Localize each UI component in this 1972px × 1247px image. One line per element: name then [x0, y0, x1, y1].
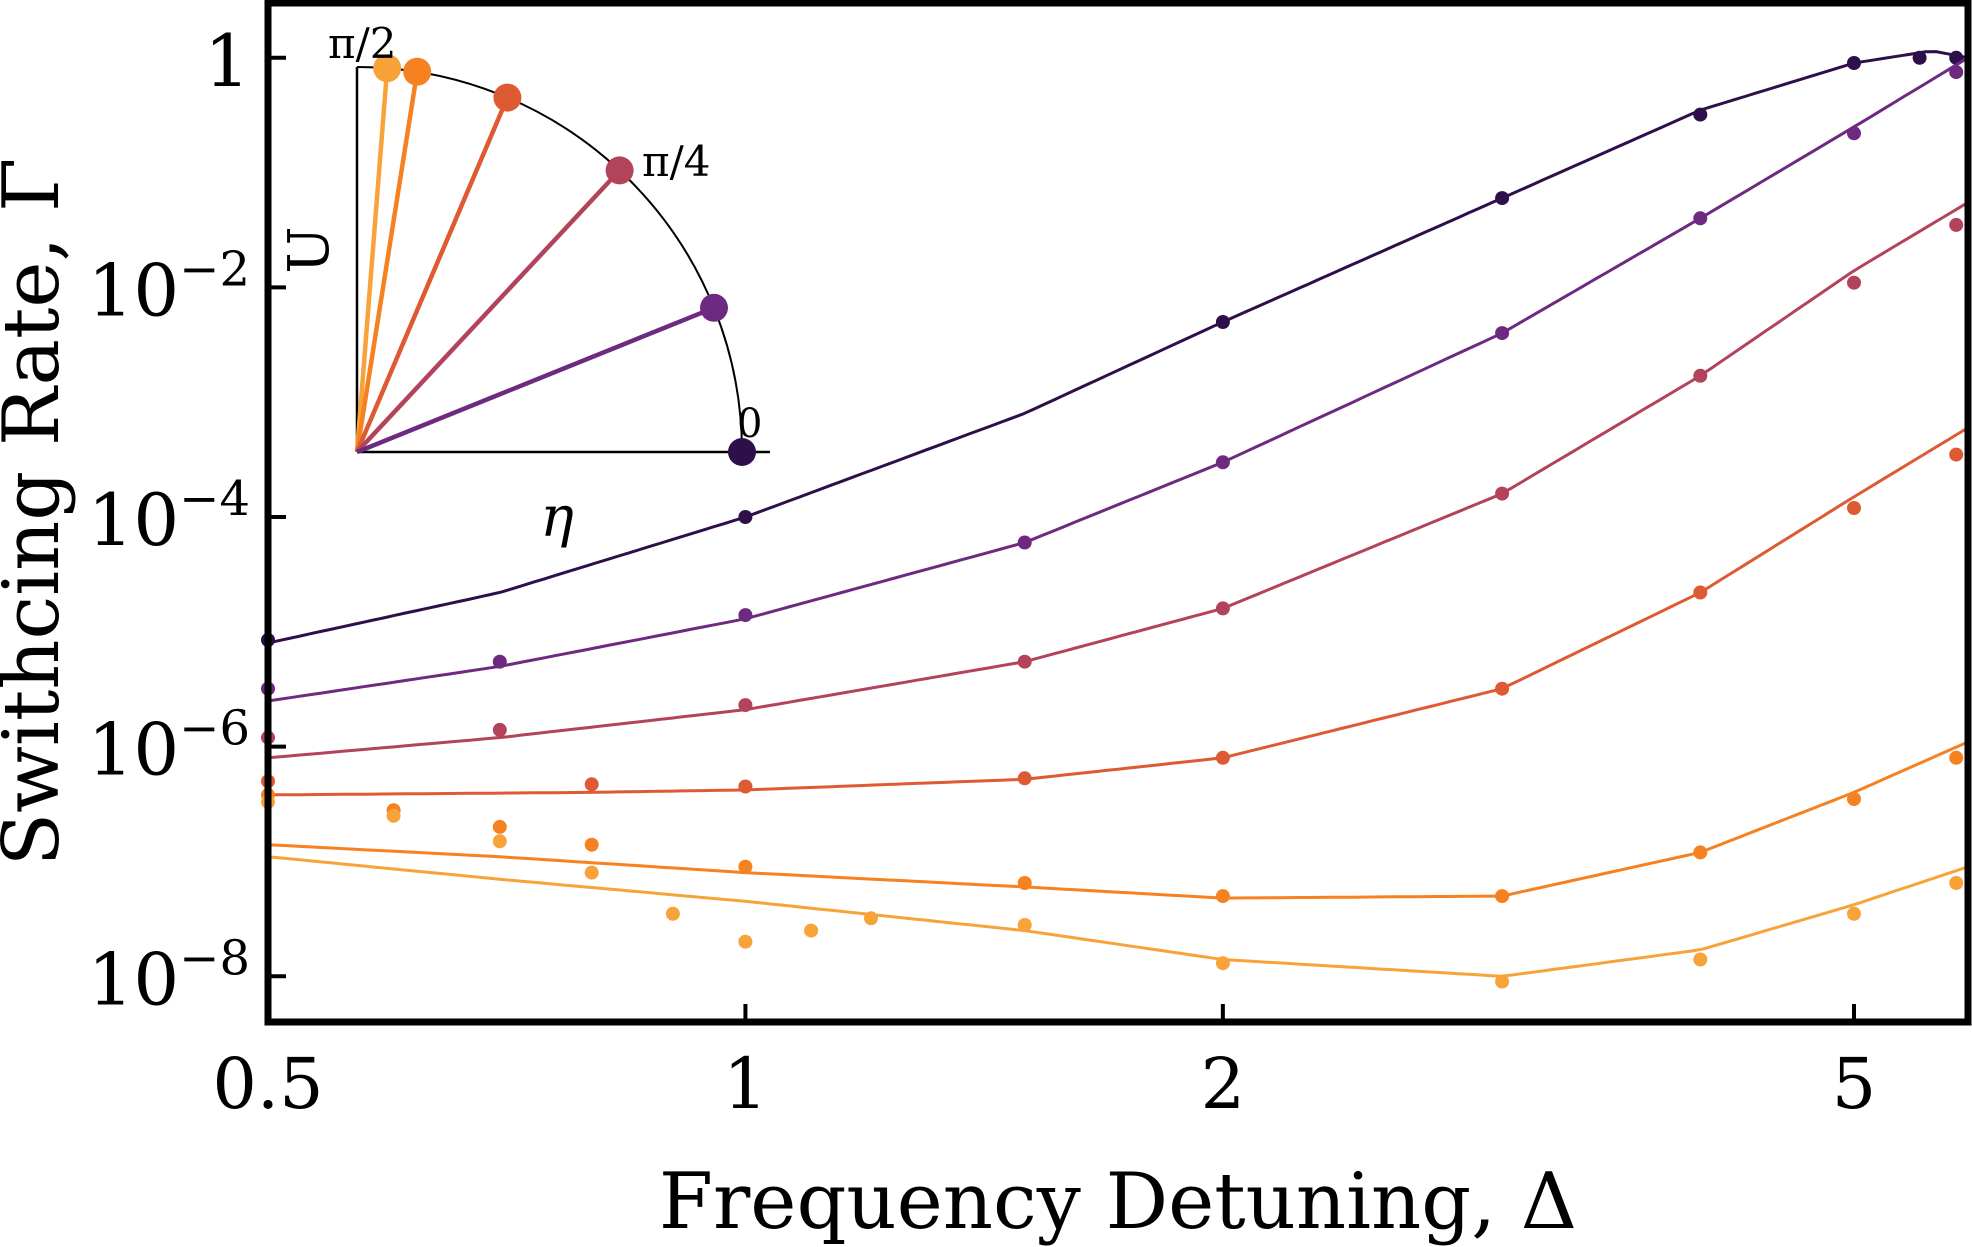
series-5-point-7	[864, 911, 878, 926]
series-4	[261, 740, 1969, 904]
series-3-point-7	[1847, 501, 1861, 515]
series-5-point-10	[1495, 974, 1510, 989]
series-5-point-4	[665, 906, 680, 921]
inset-ray-2	[354, 96, 510, 453]
series-3-fit-line	[267, 426, 1969, 797]
inset-marker-0	[373, 54, 402, 83]
series-0-point-3	[1495, 191, 1510, 206]
series-2-point-8	[1949, 217, 1964, 232]
series-1-point-2	[738, 608, 753, 623]
series-1-fit-line	[267, 56, 1969, 703]
y-tick-label-3: 10−6	[88, 701, 250, 792]
inset-ray-4	[356, 305, 715, 455]
series-5-point-1	[386, 808, 401, 823]
series-4-point-5	[1017, 876, 1032, 890]
series-5-point-5	[738, 934, 753, 949]
series-2-point-6	[1693, 368, 1708, 383]
inset-ray-1	[354, 71, 420, 453]
series-3-point-5	[1495, 681, 1510, 696]
series-5-point-2	[492, 834, 507, 849]
series-1-point-6	[1693, 211, 1708, 226]
series-2-point-2	[738, 698, 753, 713]
series-4-point-7	[1495, 889, 1510, 904]
series-5-point-11	[1693, 952, 1708, 967]
y-tick-label-2: 10−4	[88, 471, 250, 562]
y-tick-label-4: 10−8	[88, 930, 250, 1021]
inset-x-label: η	[540, 485, 574, 550]
series-0	[261, 50, 1969, 647]
series-1-point-3	[1017, 535, 1032, 550]
inset-arc	[356, 66, 743, 453]
series-5-point-9	[1215, 956, 1230, 971]
plot-frame	[264, 0, 1972, 1026]
series-layer	[261, 50, 1969, 989]
x-tick-label-2: 2	[1201, 1043, 1246, 1125]
series-5-point-6	[804, 923, 819, 938]
series-4-point-9	[1847, 792, 1861, 806]
series-5-point-13	[1949, 876, 1964, 890]
series-4-point-6	[1215, 889, 1230, 904]
ticks-layer: 0.5 1 2 5 1 10−2 10−4 10−6 10−8	[88, 19, 1877, 1125]
x-tick-label-0: 0.5	[212, 1043, 323, 1125]
series-3	[261, 426, 1969, 797]
series-2	[261, 201, 1969, 760]
series-2-point-3	[1017, 654, 1032, 669]
series-3-point-1	[584, 777, 599, 792]
series-2-point-5	[1495, 486, 1510, 501]
inset-marker-4	[700, 293, 728, 322]
inset-marker-2	[493, 83, 522, 112]
inset-ray-0	[354, 68, 390, 453]
series-2-point-1	[492, 722, 507, 737]
series-1-point-1	[492, 654, 507, 669]
series-4-fit-line	[267, 740, 1969, 900]
y-axis-label: Swithcing Rate, Γ	[0, 158, 77, 867]
series-3-point-4	[1215, 750, 1230, 765]
series-1	[261, 56, 1969, 703]
y-tick-label-0: 1	[204, 19, 250, 103]
x-axis-label: Frequency Detuning, Δ	[659, 1157, 1577, 1247]
series-5-point-3	[584, 865, 599, 880]
inset: π/2 π/4 0 η U	[277, 19, 770, 550]
series-1-point-5	[1495, 326, 1510, 341]
series-0-fit-line	[267, 50, 1969, 645]
series-5-point-8	[1017, 918, 1032, 932]
series-4-point-8	[1693, 845, 1708, 860]
series-2-point-7	[1847, 275, 1861, 290]
series-3-point-8	[1949, 447, 1964, 462]
series-3-point-2	[738, 779, 753, 794]
inset-marker-1	[403, 57, 432, 86]
inset-label-top: π/2	[328, 19, 396, 68]
inset-marker-3	[605, 156, 634, 185]
series-2-point-4	[1215, 601, 1230, 616]
series-5-point-12	[1847, 906, 1861, 921]
series-1-point-7	[1847, 126, 1861, 141]
inset-label-mid: π/4	[642, 137, 710, 186]
series-3-point-3	[1017, 771, 1032, 786]
series-0-point-2	[1215, 315, 1230, 329]
series-4-point-3	[584, 837, 599, 852]
series-4-point-10	[1949, 750, 1964, 765]
series-2-fit-line	[267, 201, 1969, 760]
series-0-point-1	[738, 510, 753, 524]
inset-label-zero: 0	[737, 401, 762, 447]
series-1-point-8	[1949, 65, 1964, 80]
series-3-point-6	[1693, 585, 1708, 600]
series-0-point-4	[1693, 107, 1708, 122]
inset-ray-3	[355, 168, 622, 454]
series-1-point-4	[1215, 455, 1230, 470]
x-tick-label-1: 1	[723, 1043, 768, 1125]
y-tick-label-1: 10−2	[88, 241, 250, 332]
series-4-point-4	[738, 859, 753, 874]
series-0-point-6	[1912, 50, 1927, 65]
series-4-point-2	[492, 819, 507, 834]
x-tick-label-3: 5	[1832, 1043, 1877, 1125]
inset-marker-5	[728, 438, 756, 466]
series-0-point-5	[1847, 56, 1861, 70]
series-5-fit-line	[267, 855, 1969, 978]
inset-y-label: U	[277, 226, 342, 273]
